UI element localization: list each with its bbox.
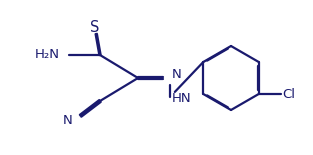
Text: Cl: Cl [283, 88, 296, 100]
Text: N: N [172, 69, 182, 82]
Text: HN: HN [172, 93, 192, 106]
Text: N: N [63, 113, 73, 126]
Text: S: S [90, 20, 100, 35]
Text: H₂N: H₂N [35, 49, 60, 62]
